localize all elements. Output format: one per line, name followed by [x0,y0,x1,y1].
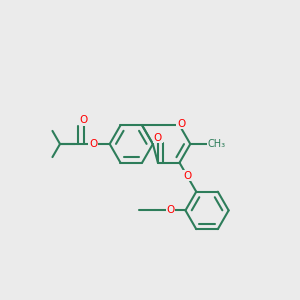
Text: O: O [183,171,191,181]
Text: O: O [166,206,175,215]
Text: O: O [177,119,185,129]
Text: O: O [80,115,88,125]
Text: O: O [89,139,97,149]
Text: CH₃: CH₃ [207,139,225,149]
Text: O: O [154,133,162,143]
